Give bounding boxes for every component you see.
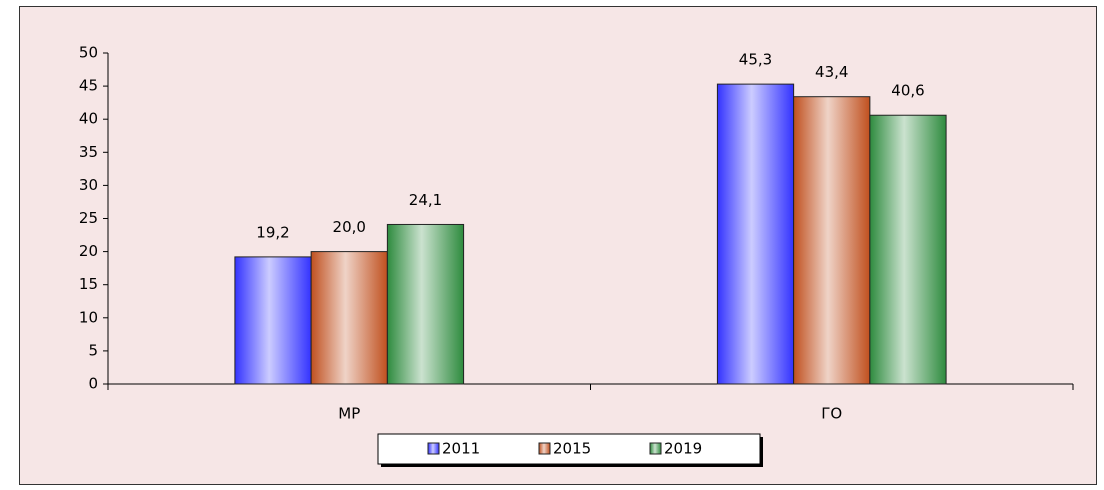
value-label: 24,1 [409,191,442,209]
y-tick-label: 0 [88,375,98,393]
bar [793,96,871,385]
y-tick-label: 50 [79,44,98,62]
bar [234,256,312,385]
x-tick-label: ГО [821,405,842,423]
value-label: 20,0 [333,218,366,236]
legend-label: 2015 [553,440,591,458]
y-tick-label: 35 [79,143,98,161]
legend-label: 2019 [664,440,702,458]
y-tick-label: 25 [79,209,98,227]
bar [869,114,947,385]
y-tick-label: 5 [88,341,98,359]
value-label: 40,6 [891,82,924,100]
value-label: 43,4 [815,63,848,81]
y-tick-label: 30 [79,176,98,194]
y-tick-label: 10 [79,308,98,326]
legend-label: 2011 [442,440,480,458]
value-label: 45,3 [739,51,772,69]
y-tick-label: 15 [79,275,98,293]
x-tick-label: МР [338,405,360,423]
bar [386,223,465,385]
y-tick-label: 45 [79,77,98,95]
y-tick-label: 40 [79,110,98,128]
legend-swatch [538,442,551,455]
legend-swatch [427,442,440,455]
y-tick-label: 20 [79,242,98,260]
bar [716,83,795,385]
legend-swatch [649,442,662,455]
bar [310,251,388,385]
legend [377,433,761,465]
value-label: 19,2 [256,223,289,241]
